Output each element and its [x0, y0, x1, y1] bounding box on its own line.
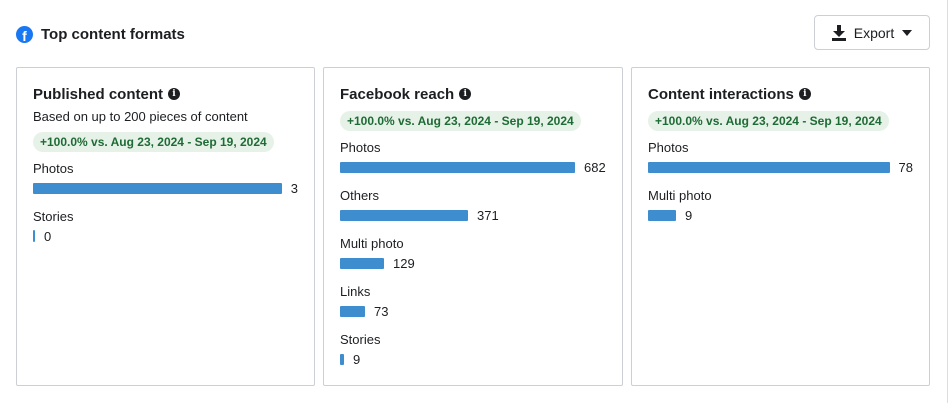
bar-label: Multi photo: [648, 188, 712, 203]
bar-row: Stories 0: [33, 208, 298, 256]
bar-label: Multi photo: [340, 236, 404, 251]
bar[interactable]: [33, 230, 35, 242]
comparison-badge: +100.0% vs. Aug 23, 2024 - Sep 19, 2024: [340, 111, 581, 131]
bar-label: Photos: [340, 140, 381, 155]
bar-value: 9: [353, 351, 361, 367]
bar-label: Others: [340, 188, 380, 203]
bar-list: Photos 682 Others 371 Multi photo 129 Links 73 S…: [340, 139, 606, 379]
facebook-icon: f: [16, 25, 33, 43]
card-subtitle: Based on up to 200 pieces of content: [33, 109, 248, 124]
bar[interactable]: [648, 209, 676, 221]
bar[interactable]: [340, 353, 344, 365]
card-title: Published content: [33, 85, 164, 103]
info-icon[interactable]: i: [168, 88, 181, 100]
export-label: Export: [853, 24, 895, 41]
bar-value: 682: [584, 159, 606, 175]
download-icon: [831, 24, 846, 41]
bar-row: Photos 78: [648, 139, 913, 187]
bar-value: 78: [898, 159, 913, 175]
bar[interactable]: [340, 257, 384, 269]
bar[interactable]: [340, 305, 365, 317]
bar-label: Photos: [33, 161, 74, 176]
panel-header: f Top content formats Export: [16, 15, 931, 52]
bar[interactable]: [340, 161, 575, 173]
bar-value: 9: [685, 207, 693, 223]
bar-list: Photos 78 Multi photo 9: [648, 139, 913, 235]
info-icon[interactable]: i: [798, 88, 811, 100]
bar-row: Photos 3: [33, 160, 298, 208]
caret-down-icon: [902, 29, 913, 36]
bar-value: 3: [290, 180, 298, 196]
card-title: Content interactions: [648, 85, 794, 103]
bar-label: Links: [340, 284, 371, 299]
bar-value: 371: [477, 207, 499, 223]
bar-value: 73: [374, 303, 389, 319]
bar-row: Stories 9: [340, 331, 606, 379]
bar-row: Photos 682: [340, 139, 606, 187]
bar-row: Multi photo 9: [648, 187, 913, 235]
panel-title: Top content formats: [41, 25, 185, 43]
card-facebook-reach: Facebook reach i +100.0% vs. Aug 23, 202…: [323, 67, 623, 386]
bar-value: 129: [393, 255, 415, 271]
bar[interactable]: [33, 182, 282, 194]
comparison-badge: +100.0% vs. Aug 23, 2024 - Sep 19, 2024: [33, 132, 274, 152]
card-title: Facebook reach: [340, 85, 455, 103]
bar[interactable]: [648, 161, 890, 173]
bar-row: Multi photo 129: [340, 235, 606, 283]
bar-value: 0: [44, 228, 52, 244]
comparison-badge: +100.0% vs. Aug 23, 2024 - Sep 19, 2024: [648, 111, 889, 131]
bar[interactable]: [340, 209, 468, 221]
info-icon[interactable]: i: [459, 88, 472, 100]
bar-label: Photos: [648, 140, 689, 155]
bar-list: Photos 3 Stories 0: [33, 160, 298, 256]
bar-row: Others 371: [340, 187, 606, 235]
bar-label: Stories: [33, 209, 74, 224]
export-button[interactable]: Export: [814, 15, 930, 50]
bar-row: Links 73: [340, 283, 606, 331]
bar-label: Stories: [340, 332, 381, 347]
card-content-interactions: Content interactions i +100.0% vs. Aug 2…: [631, 67, 930, 386]
card-published-content: Published content i Based on up to 200 p…: [16, 67, 315, 386]
